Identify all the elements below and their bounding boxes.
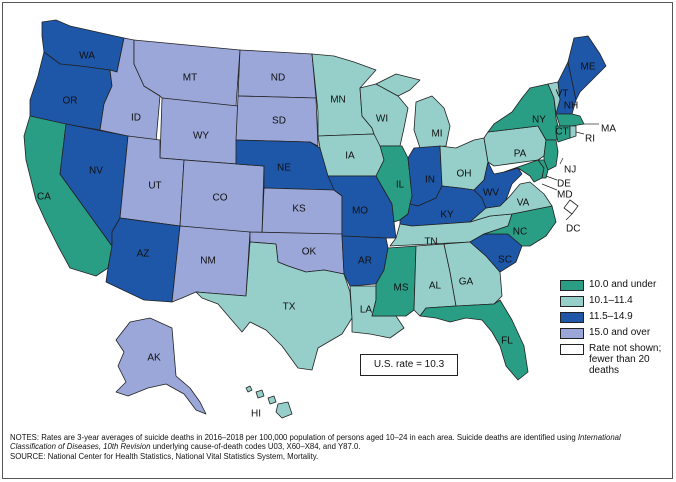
state-label-SC: SC <box>498 255 512 266</box>
legend-item: 10.0 and under <box>560 279 670 291</box>
notes-line1-italic: International Classification of Diseases… <box>10 433 621 452</box>
state-label-CO: CO <box>213 193 228 204</box>
state-label-MO: MO <box>352 206 368 217</box>
state-label-ID: ID <box>131 113 141 124</box>
state-label-AZ: AZ <box>137 249 150 260</box>
state-label-NY: NY <box>532 115 546 126</box>
state-label-IN: IN <box>425 175 435 186</box>
state-label-MT: MT <box>183 73 197 84</box>
state-FL <box>419 299 529 381</box>
state-ME <box>567 35 607 101</box>
state-label-OR: OR <box>63 96 78 107</box>
notes-line1-b: underlying cause-of-death codes U03, X60… <box>150 442 361 452</box>
state-label-UT: UT <box>148 181 161 192</box>
notes-source: SOURCE: National Center for Health Stati… <box>10 451 319 461</box>
state-label-NH: NH <box>564 101 578 112</box>
legend-swatch <box>560 280 584 291</box>
state-label-IA: IA <box>345 151 355 162</box>
state-label-NJ: NJ <box>564 165 576 176</box>
state-label-DC: DC <box>566 224 580 235</box>
state-label-MS: MS <box>394 283 409 294</box>
state-DC <box>563 199 579 215</box>
state-label-FL: FL <box>501 336 513 347</box>
legend: 10.0 and under 10.1–11.4 11.5–14.9 15.0 and… <box>560 279 670 380</box>
state-label-WA: WA <box>79 51 95 62</box>
state-HI <box>245 385 293 419</box>
state-label-IL: IL <box>396 180 405 191</box>
state-label-AR: AR <box>358 256 372 267</box>
state-label-DE: DE <box>557 179 571 190</box>
state-label-NM: NM <box>200 256 216 267</box>
state-CT <box>555 125 571 143</box>
state-label-OH: OH <box>457 169 472 180</box>
legend-swatch <box>560 344 584 355</box>
state-label-ME: ME <box>581 62 596 73</box>
state-MA <box>555 113 585 127</box>
state-label-NV: NV <box>89 166 103 177</box>
state-label-AL: AL <box>429 281 442 292</box>
state-MI <box>375 73 451 149</box>
legend-item: 15.0 and over <box>560 327 670 339</box>
state-label-CT: CT <box>555 127 568 138</box>
notes: NOTES: Rates are 3-year averages of suic… <box>10 433 666 461</box>
state-label-MN: MN <box>330 95 346 106</box>
state-label-OK: OK <box>302 247 317 258</box>
notes-line1-a: NOTES: Rates are 3-year averages of suic… <box>10 433 578 442</box>
state-TX <box>195 241 353 371</box>
state-label-WY: WY <box>193 131 209 142</box>
state-label-AK: AK <box>147 353 161 364</box>
state-IL <box>375 145 413 223</box>
state-label-MD: MD <box>557 190 573 201</box>
state-label-TX: TX <box>283 302 296 313</box>
state-AK <box>115 317 207 415</box>
state-AZ <box>105 217 181 303</box>
state-label-SD: SD <box>272 116 286 127</box>
state-label-KS: KS <box>292 204 306 215</box>
legend-swatch <box>560 328 584 339</box>
state-label-NE: NE <box>277 163 291 174</box>
state-label-MI: MI <box>431 129 442 140</box>
state-label-HI: HI <box>251 409 261 420</box>
state-label-PA: PA <box>514 149 527 160</box>
legend-swatch <box>560 296 584 307</box>
state-label-NC: NC <box>513 227 527 238</box>
state-NC <box>483 205 557 247</box>
legend-swatch <box>560 312 584 323</box>
us-rate-box: U.S. rate = 10.3 <box>360 354 458 376</box>
state-label-CA: CA <box>37 192 51 203</box>
state-NJ <box>543 139 559 171</box>
state-label-VT: VT <box>556 89 569 100</box>
legend-item: 10.1–11.4 <box>560 295 670 307</box>
state-label-TN: TN <box>424 237 437 248</box>
state-label-RI: RI <box>585 134 595 145</box>
state-label-WV: WV <box>483 188 499 199</box>
leader-lines <box>541 123 599 221</box>
legend-item: Rate not shown; fewer than 20 deaths <box>560 343 670 376</box>
state-DE <box>537 159 549 179</box>
state-label-VA: VA <box>517 198 530 209</box>
state-label-GA: GA <box>459 277 474 288</box>
legend-label: Rate not shown; fewer than 20 deaths <box>589 343 662 376</box>
state-label-MA: MA <box>601 124 616 135</box>
state-label-WI: WI <box>376 114 388 125</box>
legend-item: 11.5–14.9 <box>560 311 670 323</box>
legend-label: 10.1–11.4 <box>589 295 633 306</box>
state-label-KY: KY <box>440 210 454 221</box>
legend-label: 10.0 and under <box>589 279 657 290</box>
state-label-LA: LA <box>360 305 373 316</box>
state-OH <box>439 137 489 191</box>
state-label-ND: ND <box>271 73 285 84</box>
state-PA <box>483 125 547 167</box>
legend-label: 15.0 and over <box>589 327 651 338</box>
legend-label: 11.5–14.9 <box>589 311 633 322</box>
state-RI <box>569 125 577 139</box>
